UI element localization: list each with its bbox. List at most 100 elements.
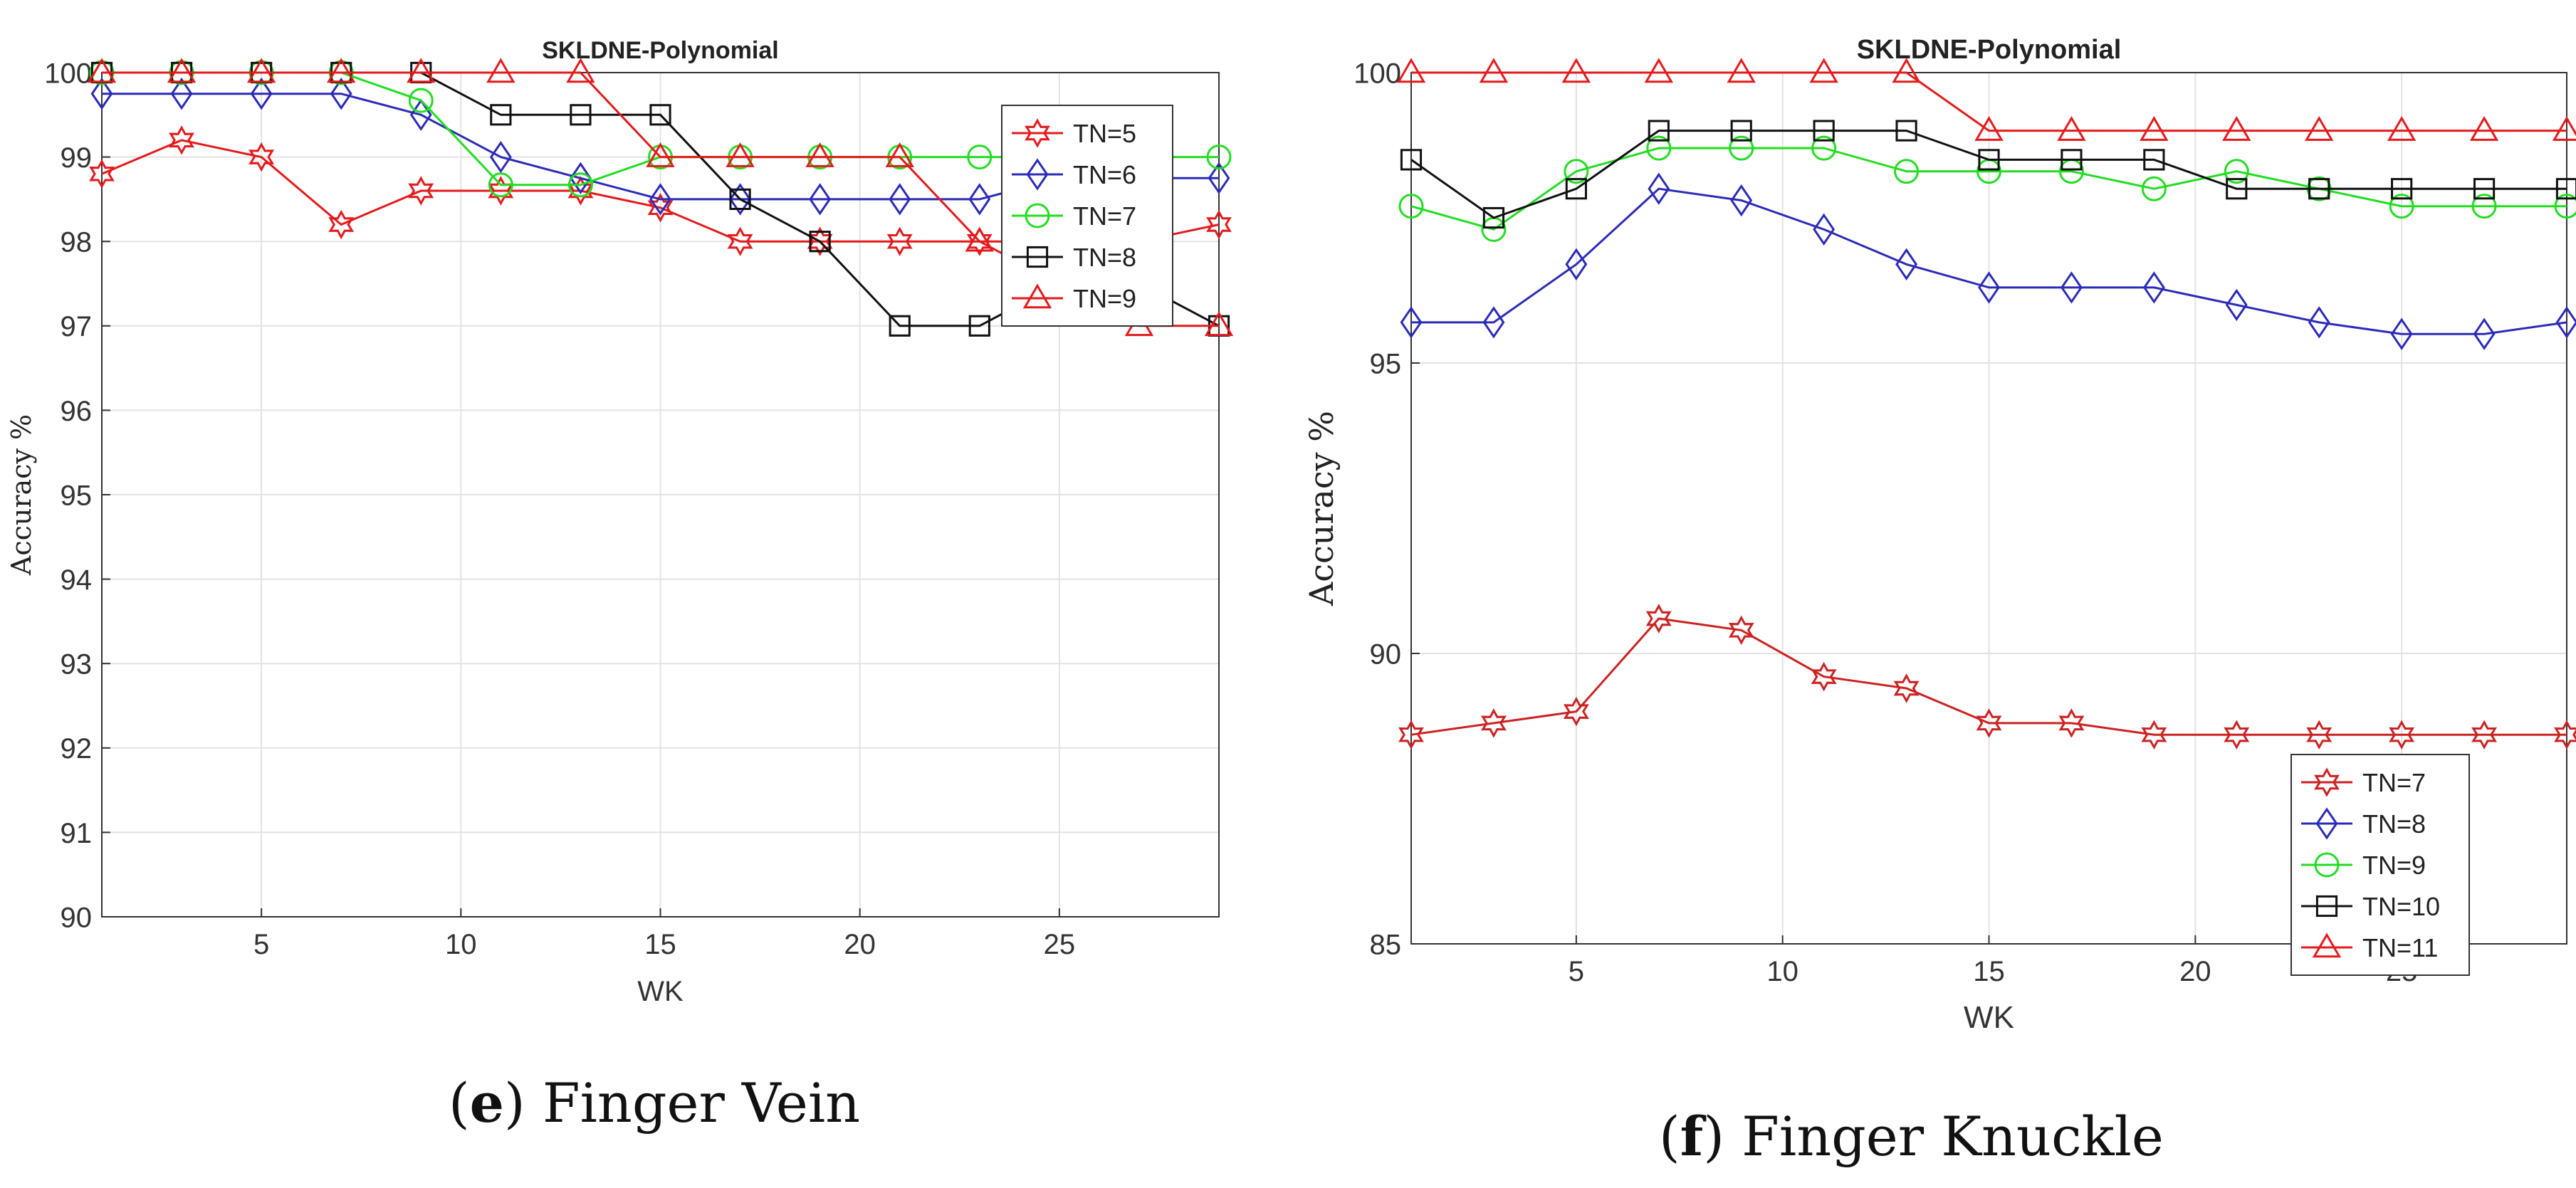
series-line-TN=11 xyxy=(1411,71,2567,132)
series-layer xyxy=(1396,58,2576,750)
x-tick-label: 25 xyxy=(1044,929,1076,960)
legend-label: TN=7 xyxy=(2362,768,2426,797)
caption-letter: e xyxy=(469,1071,505,1135)
data-point xyxy=(1978,271,2000,304)
y-tick-label: 94 xyxy=(61,564,93,596)
data-point xyxy=(2555,306,2576,339)
data-point xyxy=(2306,720,2332,750)
data-point xyxy=(250,77,273,110)
data-point xyxy=(968,183,991,216)
data-point xyxy=(408,88,434,113)
data-point xyxy=(646,142,675,167)
data-point xyxy=(809,183,832,216)
data-point xyxy=(649,104,671,126)
legend-marker xyxy=(2315,807,2338,840)
data-point xyxy=(1729,135,1754,161)
data-point xyxy=(570,162,592,194)
x-axis-label: WK xyxy=(637,976,684,1007)
data-point xyxy=(726,142,755,167)
data-point xyxy=(2224,720,2250,750)
data-point xyxy=(1206,144,1232,170)
data-point xyxy=(1645,604,1672,634)
data-point xyxy=(248,142,275,172)
data-point xyxy=(1396,58,1426,83)
data-point xyxy=(968,315,990,337)
data-point xyxy=(1482,206,1505,229)
data-point xyxy=(1895,248,1917,280)
data-point xyxy=(1400,306,1423,339)
data-point xyxy=(327,58,356,83)
data-point xyxy=(407,58,436,83)
data-point xyxy=(2224,159,2249,184)
caption-finger-knuckle: (f) Finger Knuckle xyxy=(1659,1105,2164,1168)
data-point xyxy=(2061,149,2083,171)
y-tick-label: 95 xyxy=(1370,348,1402,379)
legend-label: TN=8 xyxy=(2362,809,2426,839)
data-point xyxy=(246,58,276,83)
legend-marker xyxy=(2314,852,2340,878)
chart-title: SKLDNE-Polynomial xyxy=(1857,35,2122,65)
series-line-TN=10 xyxy=(1410,130,2567,219)
data-point xyxy=(2141,176,2167,201)
data-point xyxy=(2308,306,2330,339)
legend-marker xyxy=(1025,118,1050,148)
data-point xyxy=(2555,178,2576,200)
x-tick-label: 15 xyxy=(644,929,676,960)
legend-label: TN=8 xyxy=(1073,243,1136,272)
legend-label: TN=11 xyxy=(2362,933,2438,962)
x-axis-label: WK xyxy=(1964,1000,2014,1035)
y-tick-label: 85 xyxy=(1370,929,1402,960)
y-tick-label: 96 xyxy=(61,396,93,427)
data-point xyxy=(2391,178,2413,200)
data-point xyxy=(1398,720,1424,750)
y-tick-label: 93 xyxy=(61,649,93,680)
data-point xyxy=(2471,194,2497,219)
data-point xyxy=(89,159,115,189)
data-point xyxy=(1565,178,1587,200)
data-point xyxy=(1564,159,1589,184)
caption-finger-vein: (e) Finger Vein xyxy=(449,1071,861,1135)
data-point xyxy=(2387,116,2417,141)
y-tick-label: 90 xyxy=(1370,638,1402,670)
caption-text: Finger Knuckle xyxy=(1724,1105,2164,1168)
data-point xyxy=(647,193,674,223)
data-point xyxy=(1648,120,1670,142)
data-point xyxy=(885,142,914,167)
data-point xyxy=(1811,661,1837,692)
data-point xyxy=(2469,116,2499,141)
data-point xyxy=(488,172,513,198)
data-point xyxy=(2390,317,2413,350)
legend-label: TN=10 xyxy=(2362,892,2440,921)
data-point xyxy=(1400,149,1423,171)
data-point xyxy=(2226,178,2248,200)
legend-label: TN=6 xyxy=(1073,160,1136,189)
data-point xyxy=(967,144,993,170)
data-point xyxy=(408,176,434,206)
data-point xyxy=(2225,288,2248,322)
data-point xyxy=(727,226,753,256)
legend-marker xyxy=(1022,283,1052,309)
caption-text: Finger Vein xyxy=(525,1071,861,1135)
data-point xyxy=(889,183,911,216)
legend-label: TN=9 xyxy=(2362,851,2426,880)
data-point xyxy=(1482,306,1505,339)
data-point xyxy=(2057,116,2086,141)
legend-label: TN=7 xyxy=(1073,201,1136,231)
data-point xyxy=(1648,172,1670,205)
data-point xyxy=(2222,116,2251,141)
x-tick-label: 20 xyxy=(2179,956,2211,987)
data-point xyxy=(1646,135,1672,161)
data-point xyxy=(1894,159,1920,184)
legend-label: TN=5 xyxy=(1073,119,1136,148)
data-point xyxy=(1730,120,1752,142)
data-point xyxy=(489,140,512,174)
y-tick-label: 100 xyxy=(44,58,92,89)
data-point xyxy=(1974,116,2004,141)
data-point xyxy=(2141,720,2167,750)
y-tick-label: 90 xyxy=(61,902,93,933)
legend-marker xyxy=(1025,203,1050,228)
data-point xyxy=(1809,58,1838,83)
data-point xyxy=(809,231,831,253)
data-point xyxy=(2471,720,2497,750)
